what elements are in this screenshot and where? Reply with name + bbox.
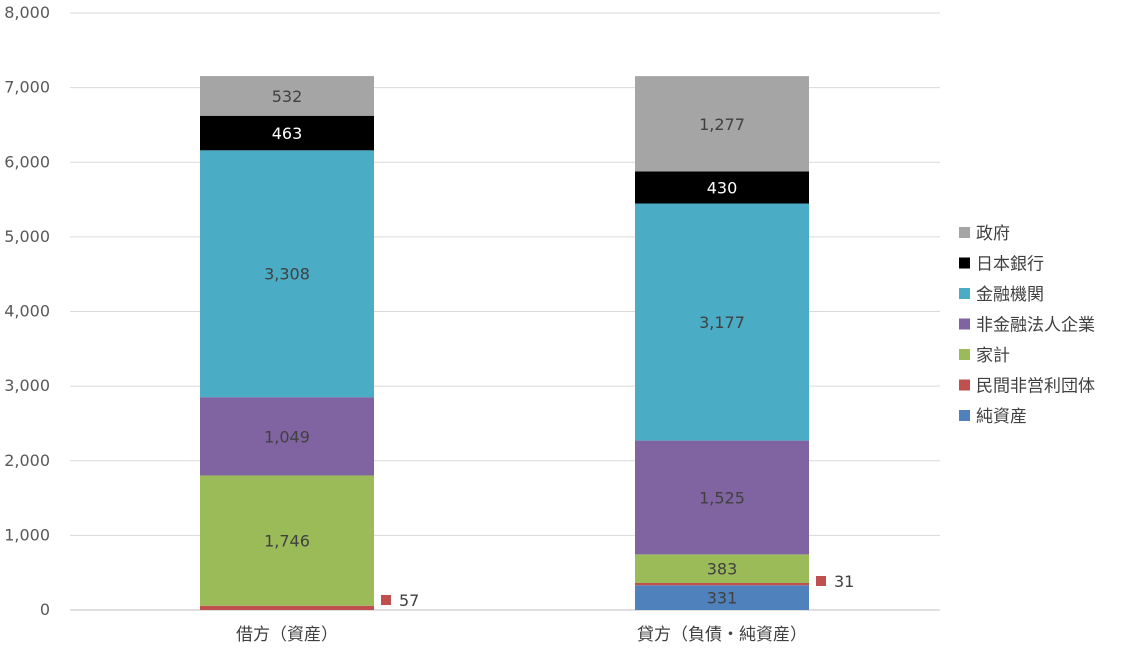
- bar-segment: [200, 150, 374, 398]
- y-tick-label: 2,000: [4, 451, 50, 470]
- bar-segment: [200, 475, 374, 606]
- x-category-label: 貸方（負債・純資産）: [637, 625, 807, 645]
- bar-segment: [635, 76, 809, 172]
- legend-swatch: [959, 410, 970, 421]
- legend-swatch: [959, 257, 970, 269]
- legend-swatch: [959, 288, 970, 299]
- bar-segment: [635, 585, 809, 610]
- legend-item: 家計: [976, 346, 1010, 366]
- bar-segment: [635, 440, 809, 555]
- data-label: 383: [707, 560, 738, 579]
- data-label: 532: [272, 87, 303, 106]
- data-label: 1,049: [264, 427, 310, 446]
- y-tick-label: 7,000: [4, 78, 50, 97]
- y-tick-label: 3,000: [4, 376, 50, 395]
- data-label: 3,308: [264, 265, 310, 284]
- data-label-marker: [381, 595, 391, 605]
- data-label: 463: [272, 124, 303, 143]
- data-label-marker: [816, 576, 826, 586]
- data-label: 331: [707, 589, 738, 608]
- x-category-label: 借方（資産）: [236, 625, 338, 645]
- data-label: 57: [399, 591, 419, 610]
- data-label: 1,525: [699, 489, 745, 508]
- y-tick-label: 1,000: [4, 525, 50, 544]
- y-tick-label: 6,000: [4, 152, 50, 171]
- data-label: 3,177: [699, 313, 745, 332]
- bar-stacks: 57 1,746 1,049 3,308 463 532 331 31 383 1,525 3,17…: [200, 76, 854, 610]
- bar-segment: [635, 582, 809, 586]
- legend-swatch: [959, 318, 970, 330]
- legend-item: 日本銀行: [976, 255, 1044, 275]
- bar-segment: [635, 554, 809, 583]
- legend-item: 金融機関: [976, 285, 1044, 305]
- data-label: 1,746: [264, 532, 310, 551]
- legend-item: 政府: [976, 224, 1010, 244]
- y-tick-label: 4,000: [4, 302, 50, 321]
- bar-segment: [200, 397, 374, 476]
- y-axis: 0 1,000 2,000 3,000 4,000 5,000 6,000 7,000 8,00…: [4, 3, 50, 619]
- legend-swatch: [959, 379, 970, 391]
- y-tick-label: 0: [40, 600, 50, 619]
- bar-segment: [200, 76, 374, 116]
- legend-swatch: [959, 349, 970, 360]
- bar-segment: [635, 171, 809, 204]
- y-tick-label: 5,000: [4, 227, 50, 246]
- x-axis: 借方（資産） 貸方（負債・純資産）: [236, 625, 807, 645]
- data-label: 31: [834, 572, 854, 591]
- bar-segment: [200, 605, 374, 610]
- data-label: 1,277: [699, 115, 745, 134]
- data-label: 430: [707, 178, 738, 197]
- legend-item: 非金融法人企業: [976, 316, 1095, 336]
- y-tick-label: 8,000: [4, 3, 50, 22]
- legend-item: 民間非営利団体: [976, 377, 1095, 397]
- legend-item: 純資産: [976, 407, 1027, 427]
- legend-swatch: [959, 227, 970, 238]
- bar-segment: [200, 115, 374, 151]
- bar-segment: [635, 203, 809, 441]
